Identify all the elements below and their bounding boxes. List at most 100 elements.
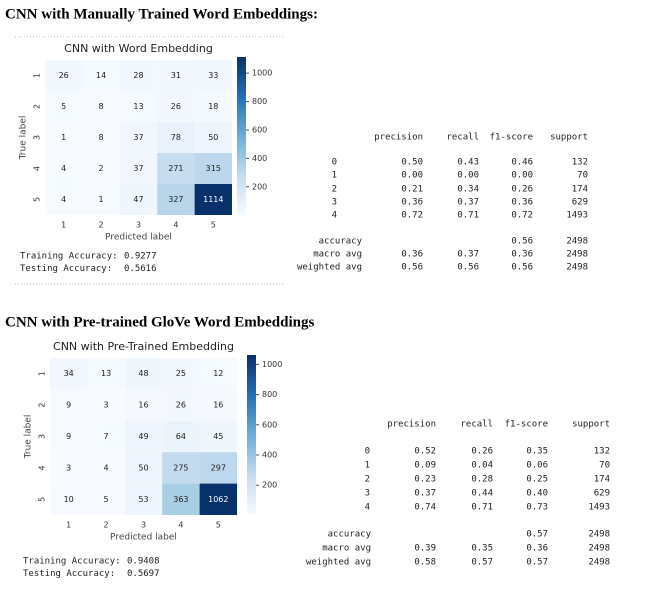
cell-value: 26 [176, 401, 186, 410]
cell-value: 271 [168, 164, 183, 173]
colorbar [247, 355, 256, 515]
accuracy-label: Training Accuracy: [23, 557, 121, 567]
report-row-label: 0 [332, 158, 337, 168]
report-cell: 2498 [566, 263, 588, 273]
report-cell: 0.35 [471, 544, 493, 554]
section-heading: CNN with Pre-trained GloVe Word Embeddin… [5, 314, 314, 330]
report-cell: 0.72 [511, 211, 533, 221]
cell-value: 3 [66, 463, 71, 472]
report-cell: 0.36 [511, 250, 533, 260]
cell-value: 9 [66, 432, 71, 441]
colorbar-label: 400 [252, 154, 267, 163]
report-cell: 0.57 [526, 558, 548, 568]
heatmap-cell [162, 483, 200, 515]
cell-value: 78 [171, 133, 181, 142]
heatmap-cell [124, 420, 163, 453]
report-cell: 0.25 [526, 475, 548, 485]
colorbar-label: 400 [262, 451, 277, 460]
colorbar-label: 600 [262, 420, 277, 429]
heatmap-cell [119, 153, 158, 184]
report-cell: 132 [594, 447, 610, 457]
heatmap-cell [82, 184, 120, 215]
report-row-label: weighted avg [297, 263, 362, 273]
report-cell: 0.34 [457, 185, 479, 195]
cell-value: 26 [171, 102, 181, 111]
report-cell: 0.37 [414, 489, 436, 499]
report-cell: 2498 [588, 544, 610, 554]
report-row-label: weighted avg [306, 558, 371, 568]
report-header: precision [387, 420, 436, 430]
heatmap-cell [50, 389, 88, 421]
cell-value: 13 [133, 102, 143, 111]
report-row-label: macro avg [322, 544, 371, 554]
report-cell: 0.26 [511, 185, 533, 195]
report-header: recall [460, 420, 493, 430]
report-header: precision [374, 133, 423, 143]
heatmap-cell [45, 184, 83, 215]
heatmap-cell [194, 153, 232, 184]
report-cell: 629 [594, 489, 610, 499]
cell-value: 4 [104, 463, 109, 472]
cell-value: 275 [173, 463, 188, 472]
colorbar-label: 200 [252, 182, 267, 191]
report-cell: 0.21 [401, 185, 423, 195]
cell-value: 50 [138, 463, 148, 472]
report-cell: 0.71 [457, 211, 479, 221]
report-cell: 0.56 [457, 263, 479, 273]
y-tick-label: 2 [33, 104, 42, 109]
cell-value: 3 [104, 401, 109, 410]
heatmap-cell [124, 452, 163, 484]
report-cell: 0.71 [471, 503, 493, 513]
heatmap-cell [124, 483, 163, 515]
colorbar-label: 200 [262, 481, 277, 490]
report-row-label: accuracy [319, 237, 363, 247]
report-row-label: 1 [365, 461, 370, 471]
cell-value: 26 [59, 71, 69, 80]
report-cell: 0.57 [471, 558, 493, 568]
report-row-label: 0 [365, 447, 370, 457]
heatmap-cell [87, 420, 125, 453]
cell-value: 49 [138, 432, 148, 441]
heatmap-cell [194, 122, 232, 153]
heatmap-cell [45, 153, 83, 184]
x-tick-label: 2 [104, 521, 109, 530]
report-cell: 0.37 [457, 250, 479, 260]
report-cell: 0.35 [526, 447, 548, 457]
report-cell: 2498 [566, 237, 588, 247]
cell-value: 1062 [208, 495, 228, 504]
heatmap-cell [162, 420, 200, 453]
report-header: support [550, 133, 588, 143]
report-cell: 0.00 [401, 171, 423, 181]
report-cell: 2498 [566, 250, 588, 260]
heatmap-cell [157, 184, 195, 215]
accuracy-label: Testing Accuracy: [23, 569, 115, 579]
heatmap-cell [199, 420, 237, 453]
heatmap-cell [157, 60, 195, 91]
report-row-label: 4 [365, 503, 370, 513]
x-axis-label: Predicted label [110, 533, 177, 543]
report-row-label: 3 [365, 489, 370, 499]
x-tick-label: 4 [173, 221, 178, 230]
report-cell: 0.52 [414, 447, 436, 457]
report-cell: 0.56 [511, 263, 533, 273]
report-cell: 70 [599, 461, 610, 471]
report-row-label: 3 [332, 198, 337, 208]
y-tick-label: 5 [33, 197, 42, 202]
cell-value: 4 [61, 195, 66, 204]
heatmap-cell [124, 358, 163, 390]
heatmap-cell [50, 420, 88, 453]
report-cell: 0.56 [511, 237, 533, 247]
heatmap-cell [82, 153, 120, 184]
heatmap-cell [199, 358, 237, 390]
report-cell: 0.43 [457, 158, 479, 168]
report-cell: 0.04 [471, 461, 493, 471]
report-cell: 0.58 [414, 558, 436, 568]
cell-value: 16 [213, 401, 223, 410]
heatmap-cell [87, 452, 125, 484]
cell-value: 7 [104, 432, 109, 441]
chart-title: CNN with Word Embedding [64, 42, 213, 55]
report-cell: 0.40 [526, 489, 548, 499]
cell-value: 64 [176, 432, 186, 441]
report-cell: 0.26 [471, 447, 493, 457]
cell-value: 50 [208, 133, 218, 142]
